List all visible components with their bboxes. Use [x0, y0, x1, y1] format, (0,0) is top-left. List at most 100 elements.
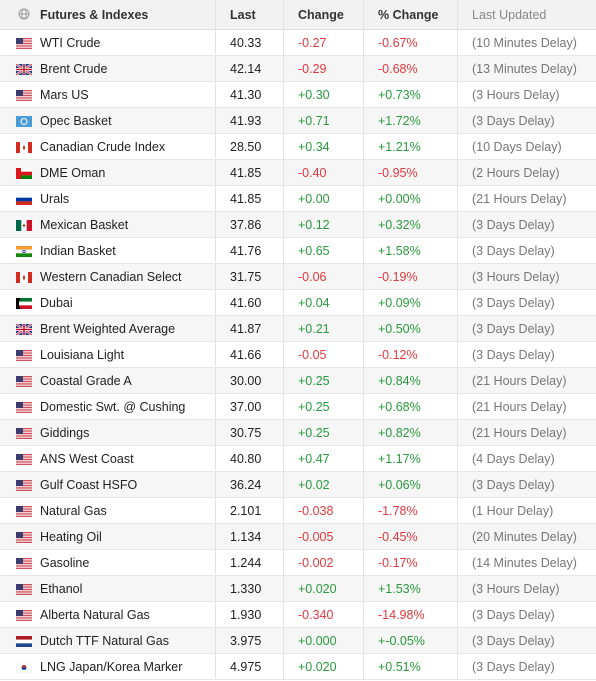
change: -0.005	[283, 524, 363, 549]
table-row[interactable]: Dubai 41.60 +0.04 +0.09% (3 Days Delay)	[0, 290, 596, 316]
instrument-name[interactable]: Heating Oil	[40, 529, 102, 544]
instrument-name[interactable]: Mars US	[40, 87, 89, 102]
instrument-name[interactable]: Domestic Swt. @ Cushing	[40, 399, 186, 414]
instrument-name[interactable]: Brent Crude	[40, 61, 108, 76]
table-row[interactable]: Natural Gas 2.101 -0.038 -1.78% (1 Hour Dela…	[0, 498, 596, 524]
header-cell[interactable]: % Change	[363, 0, 457, 29]
table-row[interactable]: Dutch TTF Natural Gas 3.975 +0.000 +-0.05%(…	[0, 628, 596, 654]
header-cell[interactable]: Futures & Indexes	[40, 7, 149, 22]
last-updated: (21 Hours Delay)	[457, 186, 596, 211]
instrument-name[interactable]: Canadian Crude Index	[40, 139, 166, 154]
percent-change: -0.95%	[363, 160, 457, 185]
instrument-name[interactable]: Gasoline	[40, 555, 90, 570]
last-price: 3.975	[215, 628, 283, 653]
instrument-name[interactable]: Dutch TTF Natural Gas	[40, 633, 169, 648]
instrument-name[interactable]: Western Canadian Select	[40, 269, 182, 284]
table-row[interactable]: Giddings 30.75 +0.25 +0.82% (21 Hours Delay)	[0, 420, 596, 446]
change: -0.002	[283, 550, 363, 575]
header-cell[interactable]: Change	[283, 0, 363, 29]
last-price: 40.33	[215, 30, 283, 55]
last-updated: (13 Minutes Delay)	[457, 56, 596, 81]
table-row[interactable]: Louisiana Light 41.66 -0.05 -0.12% (3 Days D…	[0, 342, 596, 368]
percent-change: +0.68%	[363, 394, 457, 419]
instrument-name[interactable]: Coastal Grade A	[40, 373, 132, 388]
percent-change: -0.45%	[363, 524, 457, 549]
table-row[interactable]: Canadian Crude Index 28.50 +0.34 +1.21% (10 …	[0, 134, 596, 160]
last-price: 37.86	[215, 212, 283, 237]
header-cell[interactable]: Last	[215, 0, 283, 29]
instrument-name[interactable]: ANS West Coast	[40, 451, 134, 466]
table-row[interactable]: WTI Crude 40.33 -0.27 -0.67% (10 Minutes Del…	[0, 30, 596, 56]
flag-icon	[16, 402, 32, 413]
table-row[interactable]: Alberta Natural Gas 1.930 -0.340 -14.98% (3 …	[0, 602, 596, 628]
flag-icon	[16, 194, 32, 205]
percent-change: +0.73%	[363, 82, 457, 107]
flag-icon	[16, 480, 32, 491]
table-row[interactable]: LNG Japan/Korea Marker 4.975 +0.020 +0.51%(…	[0, 654, 596, 680]
change: +0.020	[283, 654, 363, 679]
instrument-name[interactable]: Dubai	[40, 295, 73, 310]
instrument-name[interactable]: Natural Gas	[40, 503, 107, 518]
change: +0.12	[283, 212, 363, 237]
instrument-name[interactable]: Opec Basket	[40, 113, 112, 128]
table-row[interactable]: Opec Basket 41.93 +0.71 +1.72% (3 Days Delay…	[0, 108, 596, 134]
change: +0.47	[283, 446, 363, 471]
instrument-name[interactable]: Alberta Natural Gas	[40, 607, 150, 622]
table-row[interactable]: Indian Basket 41.76 +0.65 +1.58% (3 Days Del…	[0, 238, 596, 264]
percent-change: +0.82%	[363, 420, 457, 445]
last-updated: (21 Hours Delay)	[457, 420, 596, 445]
table-row[interactable]: Heating Oil 1.134 -0.005 -0.45% (20 Minutes …	[0, 524, 596, 550]
last-price: 4.975	[215, 654, 283, 679]
table-row[interactable]: Brent Crude 42.14 -0.29 -0.68% (13 Minutes D…	[0, 56, 596, 82]
table-row[interactable]: DME Oman 41.85 -0.40 -0.95% (2 Hours Delay)	[0, 160, 596, 186]
instrument-name[interactable]: Indian Basket	[40, 243, 116, 258]
last-updated: (21 Hours Delay)	[457, 368, 596, 393]
last-updated: (3 Days Delay)	[457, 316, 596, 341]
instrument-name[interactable]: Louisiana Light	[40, 347, 125, 362]
change: +0.25	[283, 420, 363, 445]
table-row[interactable]: Domestic Swt. @ Cushing 37.00 +0.25 +0.68%(…	[0, 394, 596, 420]
flag-icon	[16, 532, 32, 543]
last-price: 1.930	[215, 602, 283, 627]
table-row[interactable]: Coastal Grade A 30.00 +0.25 +0.84% (21 Hours…	[0, 368, 596, 394]
last-updated: (4 Days Delay)	[457, 446, 596, 471]
table-row[interactable]: Brent Weighted Average 41.87 +0.21 +0.50% (3…	[0, 316, 596, 342]
percent-change: +1.53%	[363, 576, 457, 601]
change: -0.038	[283, 498, 363, 523]
last-price: 41.60	[215, 290, 283, 315]
instrument-name[interactable]: Mexican Basket	[40, 217, 129, 232]
instrument-name[interactable]: Urals	[40, 191, 70, 206]
table-row[interactable]: Ethanol 1.330 +0.020 +1.53% (3 Hours Delay)	[0, 576, 596, 602]
last-price: 41.93	[215, 108, 283, 133]
percent-change: -14.98%	[363, 602, 457, 627]
change: +0.04	[283, 290, 363, 315]
last-updated: (3 Days Delay)	[457, 654, 596, 679]
change: +0.21	[283, 316, 363, 341]
table-row[interactable]: Mexican Basket 37.86 +0.12 +0.32% (3 Days De…	[0, 212, 596, 238]
table-row[interactable]: Gulf Coast HSFO 36.24 +0.02 +0.06% (3 Days D…	[0, 472, 596, 498]
last-price: 41.87	[215, 316, 283, 341]
instrument-name[interactable]: WTI Crude	[40, 35, 101, 50]
change: -0.40	[283, 160, 363, 185]
header-cell[interactable]: Last Updated	[457, 0, 596, 29]
flag-icon	[16, 376, 32, 387]
table-row[interactable]: Gasoline 1.244 -0.002 -0.17% (14 Minutes Del…	[0, 550, 596, 576]
last-updated: (1 Hour Delay)	[457, 498, 596, 523]
instrument-name[interactable]: Giddings	[40, 425, 90, 440]
table-row[interactable]: Western Canadian Select 31.75 -0.06 -0.19%(…	[0, 264, 596, 290]
change: +0.65	[283, 238, 363, 263]
last-updated: (3 Days Delay)	[457, 602, 596, 627]
last-price: 40.80	[215, 446, 283, 471]
instrument-name[interactable]: LNG Japan/Korea Marker	[40, 659, 183, 674]
percent-change: +1.21%	[363, 134, 457, 159]
instrument-name[interactable]: Brent Weighted Average	[40, 321, 176, 336]
instrument-name[interactable]: Gulf Coast HSFO	[40, 477, 138, 492]
table-row[interactable]: Mars US 41.30 +0.30 +0.73% (3 Hours Delay)	[0, 82, 596, 108]
flag-icon	[16, 558, 32, 569]
instrument-name[interactable]: DME Oman	[40, 165, 106, 180]
instrument-name[interactable]: Ethanol	[40, 581, 83, 596]
table-row[interactable]: Urals 41.85 +0.00 +0.00% (21 Hours Delay)	[0, 186, 596, 212]
percent-change: -1.78%	[363, 498, 457, 523]
table-row[interactable]: ANS West Coast 40.80 +0.47 +1.17% (4 Days De…	[0, 446, 596, 472]
